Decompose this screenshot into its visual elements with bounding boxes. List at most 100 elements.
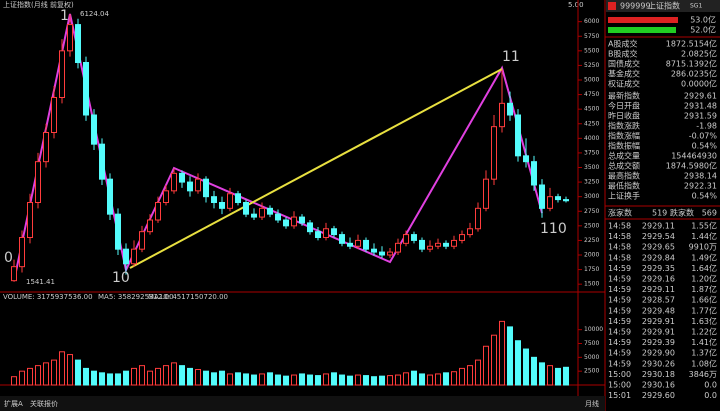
y-tick-label: 5000 — [584, 77, 599, 84]
trade-price: 2929.91 — [642, 328, 675, 337]
wave-line — [13, 13, 543, 282]
candle-body — [211, 196, 217, 204]
volume-bar — [291, 374, 297, 386]
volume-bar — [227, 373, 233, 386]
candle-body — [131, 248, 137, 265]
trade-price: 2929.90 — [642, 349, 675, 358]
trade-price: 2929.39 — [642, 338, 675, 347]
candle-body — [387, 251, 393, 256]
volume-bar — [555, 367, 561, 386]
y-tick-label: 4250 — [584, 120, 599, 127]
candle-body — [515, 114, 521, 157]
trade-price: 2929.11 — [642, 285, 675, 294]
candle-body — [59, 50, 65, 98]
trade-price: 2929.84 — [642, 253, 675, 262]
y-tick-label: 10000 — [584, 326, 603, 333]
row-label: 最新指数 — [608, 91, 640, 101]
candle-body — [307, 222, 313, 233]
candle-body — [339, 234, 345, 244]
tab[interactable]: 扩展A — [4, 399, 23, 408]
icon — [608, 2, 616, 10]
volume-bar — [467, 365, 473, 386]
row-label: 指数振幅 — [608, 141, 640, 151]
volume-bar — [219, 370, 225, 386]
candle-body — [523, 155, 529, 163]
breadth: 569 — [702, 209, 717, 218]
candle-body — [171, 172, 177, 192]
row-value: 8715.1392亿 — [666, 59, 717, 69]
candle-body — [531, 161, 537, 186]
candle-body — [499, 102, 505, 128]
y-tick-label: 5500 — [584, 47, 599, 54]
candle-body — [491, 126, 497, 180]
candle-body — [467, 228, 473, 236]
volume-bar — [499, 320, 505, 386]
row-label: 指数涨幅 — [608, 131, 640, 141]
tab[interactable]: 关联报价 — [30, 399, 58, 408]
volume-bar — [451, 371, 457, 386]
candle-body — [187, 181, 193, 192]
volume-bar — [147, 370, 153, 386]
candle-body — [67, 24, 73, 52]
volume-bar — [35, 365, 41, 386]
trade-amount: 1.20亿 — [691, 274, 717, 284]
row-label: A股成交 — [608, 39, 637, 49]
y-tick-label: 4500 — [584, 106, 599, 113]
trade-time: 15:00 — [608, 381, 631, 390]
row-value: -1.98 — [696, 122, 717, 131]
candle-body — [419, 239, 425, 250]
row-label: B股成交 — [608, 49, 638, 59]
trade-amount: 1.41亿 — [691, 337, 717, 347]
y-tick-label: 1500 — [584, 281, 599, 288]
volume-bar — [43, 362, 49, 386]
trade-amount: 1.49亿 — [691, 252, 717, 262]
candle-body — [147, 219, 153, 233]
y-tick-label: 6000 — [584, 18, 599, 25]
wave-label: 11 — [502, 49, 520, 65]
volume-bar — [435, 373, 441, 386]
breadth: 519 — [652, 209, 667, 218]
volume-bar — [379, 375, 385, 386]
bar-label: 53.0亿 — [690, 15, 716, 25]
volume-bar — [387, 375, 393, 386]
candle-body — [443, 242, 449, 247]
y-tick-label: 4750 — [584, 91, 599, 98]
candle-body — [483, 178, 489, 209]
period-label: 月线 — [585, 399, 599, 408]
trade-time: 14:58 — [608, 232, 631, 241]
row-value: 2938.14 — [684, 172, 717, 181]
volume-bar — [11, 376, 17, 386]
volume-bar — [163, 365, 169, 386]
volume-bar — [267, 372, 273, 386]
candle-body — [99, 143, 105, 180]
volume-bar — [363, 375, 369, 386]
candle-body — [163, 190, 169, 203]
trade-time: 14:59 — [608, 349, 631, 358]
trade-time: 14:58 — [608, 243, 631, 252]
candle-body — [235, 193, 241, 203]
trade-price: 2930.18 — [642, 370, 675, 379]
y-tick-label: 3750 — [584, 149, 599, 156]
candle-body — [371, 248, 377, 253]
bar-label: 52.0亿 — [690, 25, 716, 35]
wave-label: 110 — [540, 221, 567, 237]
volume-bar — [547, 365, 553, 386]
price-label: 1541.41 — [26, 278, 55, 286]
candle-body — [459, 234, 465, 241]
row-label: 指数涨跌 — [608, 121, 640, 131]
row-value: 0.0000亿 — [681, 79, 717, 89]
trade-price: 2929.91 — [642, 317, 675, 326]
status-bar — [0, 396, 605, 411]
trade-time: 14:59 — [608, 275, 631, 284]
chart-title: 上证指数(月线 前复权) — [3, 0, 74, 9]
volume-bar — [259, 373, 265, 386]
volume-bar — [403, 372, 409, 386]
volume-bar — [459, 367, 465, 386]
candle-body — [547, 196, 553, 209]
trade-time: 14:58 — [608, 253, 631, 262]
bar — [608, 27, 676, 33]
volume-bar — [203, 370, 209, 386]
candle-body — [355, 239, 361, 247]
volume-bar — [171, 362, 177, 386]
